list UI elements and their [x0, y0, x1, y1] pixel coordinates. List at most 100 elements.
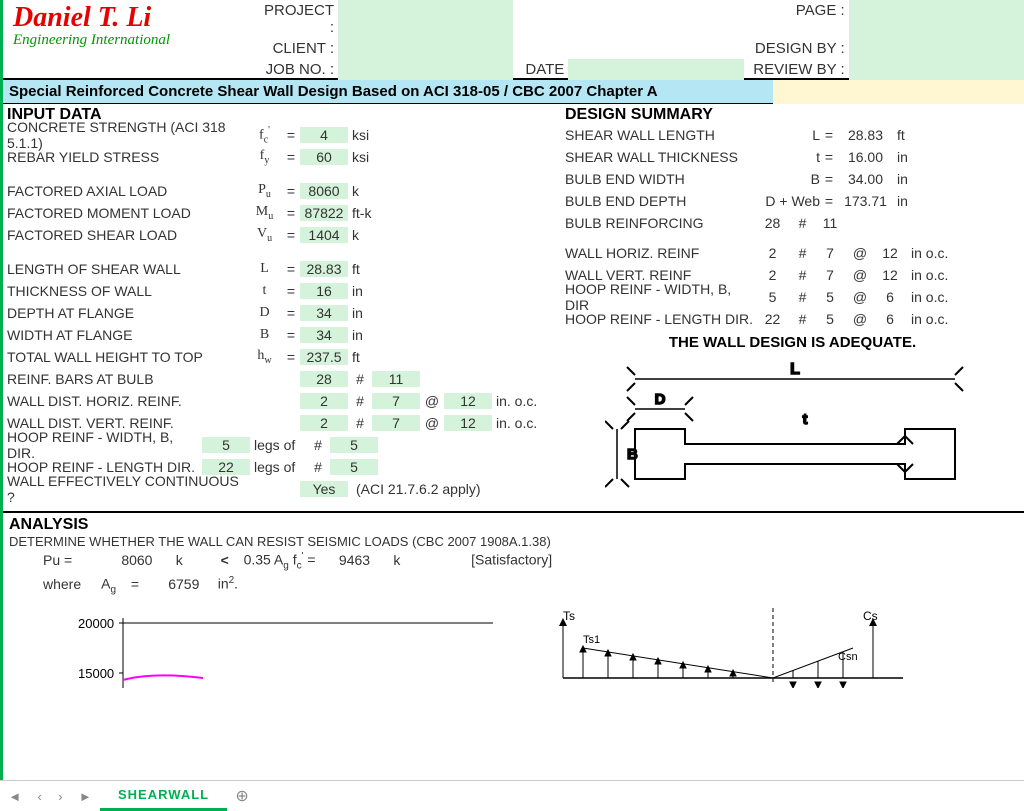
size[interactable]: 5 — [330, 437, 378, 453]
sp[interactable]: 12 — [444, 415, 492, 431]
value-input[interactable]: 8060 — [300, 183, 348, 199]
label: REINF. BARS AT BULB — [7, 371, 247, 387]
title-row: Special Reinforced Concrete Shear Wall D… — [3, 80, 1024, 104]
value-input[interactable]: 16 — [300, 283, 348, 299]
summary-row: BULB REINFORCING28#11 — [565, 212, 1020, 234]
client-input[interactable] — [338, 38, 513, 59]
wall-diagram: L D t B — [605, 359, 1000, 509]
sheet-title: Special Reinforced Concrete Shear Wall D… — [3, 80, 773, 104]
label: HOOP REINF - WIDTH, B, DIR — [565, 281, 755, 313]
project-label: PROJECT : — [253, 0, 338, 38]
value: 173.71 — [838, 193, 893, 209]
nav-next-icon[interactable]: › — [58, 789, 62, 804]
symbol: fy — [247, 148, 282, 166]
input-row: REBAR YIELD STRESSfy=60ksi — [7, 146, 557, 168]
unit: k — [348, 227, 384, 243]
input-row: WIDTH AT FLANGEB=34in — [7, 324, 557, 346]
label: WALL DIST. HORIZ. REINF. — [7, 393, 247, 409]
label: BULB END WIDTH — [565, 171, 755, 187]
n[interactable]: 2 — [300, 393, 348, 409]
input-row: TOTAL WALL HEIGHT TO TOPhw=237.5ft — [7, 346, 557, 368]
sheet-tabs: ◄ ‹ › ► SHEARWALL ⊕ — [0, 780, 1024, 811]
summary-row: SHEAR WALL THICKNESSt=16.00in — [565, 146, 1020, 168]
summary-row: WALL HORIZ. REINF2#7@12in o.c. — [565, 242, 1020, 264]
input-row: THICKNESS OF WALLt=16in — [7, 280, 557, 302]
unit: ft — [893, 127, 929, 143]
spacing: 6 — [875, 289, 905, 305]
unit: in — [893, 193, 929, 209]
sp[interactable]: 12 — [444, 393, 492, 409]
client-label: CLIENT : — [253, 38, 338, 59]
u: in. o.c. — [492, 393, 552, 409]
bulb-size[interactable]: 11 — [372, 371, 420, 387]
symbol: B — [247, 327, 282, 343]
label: CONCRETE STRENGTH (ACI 318 5.1.1) — [7, 119, 247, 151]
size[interactable]: 5 — [330, 459, 378, 475]
header: Daniel T. Li Engineering International P… — [3, 0, 1024, 80]
size[interactable]: 7 — [372, 393, 420, 409]
input-row: FACTORED AXIAL LOADPu=8060k — [7, 180, 557, 202]
summary-row: HOOP REINF - WIDTH, B, DIR5#5@6in o.c. — [565, 286, 1020, 308]
input-bulb: REINF. BARS AT BULB 28 # 11 — [7, 368, 557, 390]
value-input[interactable]: 28.83 — [300, 261, 348, 277]
size: 7 — [815, 245, 845, 261]
summary-row — [565, 234, 1020, 242]
dim-t: t — [803, 411, 808, 428]
n: 2 — [755, 245, 790, 261]
input-row: FACTORED SHEAR LOADVu=1404k — [7, 224, 557, 246]
value-input[interactable]: 237.5 — [300, 349, 348, 365]
size: 5 — [815, 289, 845, 305]
value: 28.83 — [838, 127, 893, 143]
unit: ft — [348, 349, 384, 365]
size: 7 — [815, 267, 845, 283]
label: FACTORED MOMENT LOAD — [7, 205, 247, 221]
summary-column: DESIGN SUMMARY SHEAR WALL LENGTHL=28.83f… — [561, 104, 1024, 511]
input-hoopw: HOOP REINF - WIDTH, B, DIR. 5 legs of # … — [7, 434, 557, 456]
page-input[interactable] — [849, 0, 1024, 38]
analysis-charts: 20000 15000 Ts Ts1 Cs Csn — [3, 608, 1024, 688]
value-input[interactable]: 34 — [300, 327, 348, 343]
analysis-heading: ANALYSIS — [3, 511, 1024, 534]
size[interactable]: 7 — [372, 415, 420, 431]
spacing: 12 — [875, 245, 905, 261]
bulb-n[interactable]: 28 — [300, 371, 348, 387]
tab-shearwall[interactable]: SHEARWALL — [100, 781, 227, 811]
svg-text:Cs: Cs — [863, 609, 878, 623]
designby-input[interactable] — [849, 38, 1024, 59]
project-input[interactable] — [338, 0, 513, 38]
adequate-message: THE WALL DESIGN IS ADEQUATE. — [565, 334, 1020, 351]
n: 22 — [755, 311, 790, 327]
value-input[interactable]: 4 — [300, 127, 348, 143]
n[interactable]: 2 — [300, 415, 348, 431]
spacing: 6 — [875, 311, 905, 327]
n[interactable]: 5 — [202, 437, 250, 453]
symbol: D + Web — [755, 193, 820, 209]
value-input[interactable]: 34 — [300, 305, 348, 321]
nav-first-icon[interactable]: ◄ — [8, 789, 21, 804]
input-cont: WALL EFFECTIVELY CONTINUOUS ? Yes (ACI 2… — [7, 478, 557, 500]
input-row — [7, 246, 557, 258]
unit: in o.c. — [905, 289, 948, 305]
unit: in o.c. — [905, 311, 948, 327]
symbol: L — [755, 127, 820, 143]
tab-add-icon[interactable]: ⊕ — [227, 786, 257, 806]
legs: legs of — [250, 437, 306, 453]
symbol: t — [755, 149, 820, 165]
analysis-sub: DETERMINE WHETHER THE WALL CAN RESIST SE… — [3, 534, 1024, 549]
body: INPUT DATA CONCRETE STRENGTH (ACI 318 5.… — [3, 104, 1024, 511]
interaction-chart: 20000 15000 — [3, 608, 523, 688]
svg-text:Ts: Ts — [563, 609, 575, 623]
val[interactable]: Yes — [300, 481, 348, 497]
symbol: Mu — [247, 204, 282, 222]
value-input[interactable]: 87822 — [300, 205, 348, 221]
nav-last-icon[interactable]: ► — [79, 789, 92, 804]
label: THICKNESS OF WALL — [7, 283, 247, 299]
header-fields: PROJECT : PAGE : CLIENT : DESIGN BY : JO… — [253, 0, 1024, 78]
n: 2 — [755, 267, 790, 283]
value-input[interactable]: 1404 — [300, 227, 348, 243]
value-input[interactable]: 60 — [300, 149, 348, 165]
symbol: fc' — [247, 125, 282, 145]
label: WALL EFFECTIVELY CONTINUOUS ? — [7, 473, 247, 505]
nav-prev-icon[interactable]: ‹ — [37, 789, 41, 804]
unit: in — [348, 283, 384, 299]
